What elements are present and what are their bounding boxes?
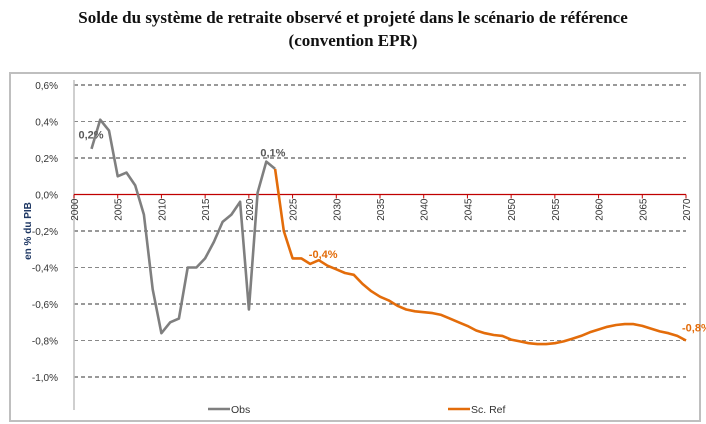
x-tick-label: 2015 <box>201 198 212 221</box>
y-tick-label: -0,6% <box>32 300 58 311</box>
data-label: 0,2% <box>78 129 103 141</box>
x-tick-label: 2005 <box>114 198 125 221</box>
data-label: -0,8% <box>682 323 706 335</box>
title-line-1: Solde du système de retraite observé et … <box>78 8 628 27</box>
series-line-obs <box>90 118 276 335</box>
x-tick-label: 2000 <box>70 198 81 221</box>
series-line-sc-ref <box>273 168 687 346</box>
x-tick-label: 2030 <box>332 198 343 221</box>
legend-label: Sc. Ref <box>471 404 506 416</box>
x-tick-label: 2025 <box>289 198 300 221</box>
legend-label: Obs <box>231 404 250 416</box>
x-tick-label: 2035 <box>376 198 387 221</box>
x-tick-label: 2010 <box>157 198 168 221</box>
y-tick-label: -0,2% <box>32 227 58 238</box>
y-tick-label: -1,0% <box>32 373 58 384</box>
x-tick-label: 2050 <box>507 198 518 221</box>
chart-border <box>9 72 701 422</box>
y-tick-label: -0,8% <box>32 337 58 348</box>
y-tick-label: 0,6% <box>35 81 58 92</box>
x-tick-label: 2040 <box>420 198 431 221</box>
x-tick-label: 2065 <box>638 198 649 221</box>
data-label: -0,4% <box>309 249 338 261</box>
x-tick-label: 2060 <box>595 198 606 221</box>
x-tick-label: 2020 <box>245 198 256 221</box>
y-tick-label: 0,0% <box>35 191 58 202</box>
x-tick-label: 2055 <box>551 198 562 221</box>
x-tick-label: 2045 <box>463 198 474 221</box>
y-axis-label: en % du PIB <box>23 202 34 260</box>
y-tick-label: -0,4% <box>32 264 58 275</box>
x-tick-label: 2070 <box>682 198 693 221</box>
data-label: 0,1% <box>260 148 285 160</box>
y-tick-label: 0,4% <box>35 118 58 129</box>
chart-title: Solde du système de retraite observé et … <box>0 6 706 52</box>
y-tick-label: 0,2% <box>35 154 58 165</box>
title-line-2: (convention EPR) <box>288 31 418 50</box>
